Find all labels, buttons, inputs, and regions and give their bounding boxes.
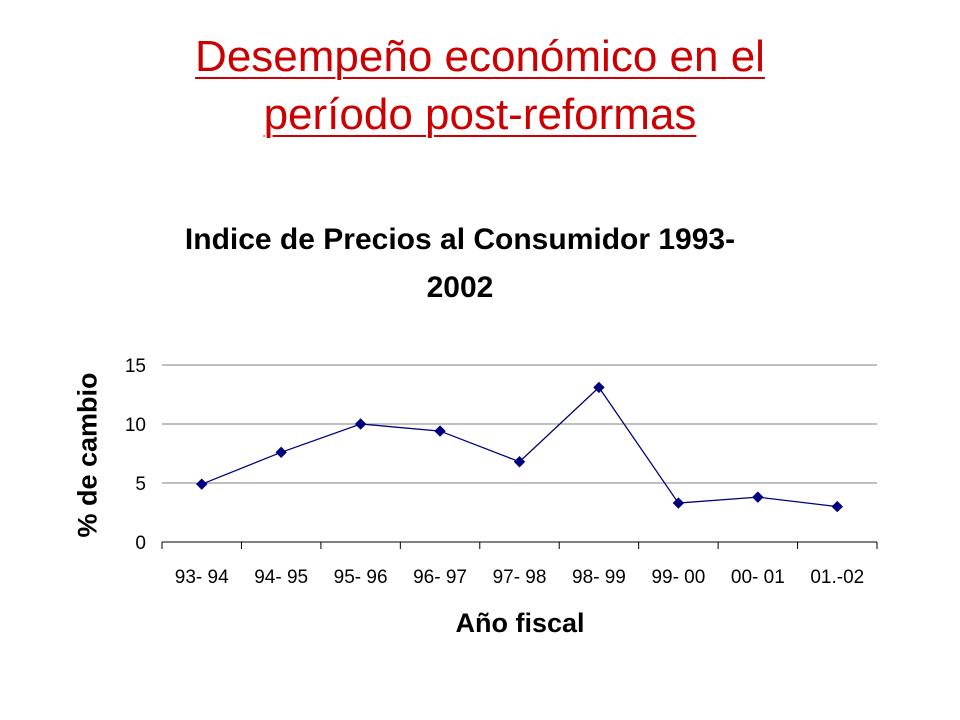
slide-title-line-2: período post-reformas (263, 90, 697, 139)
chart-title: Indice de Precios al Consumidor 1993- 20… (100, 216, 820, 312)
data-point-marker (196, 478, 208, 490)
slide-title: Desempeño económico en el período post-r… (0, 28, 960, 144)
chart-title-line-2: 2002 (426, 271, 494, 304)
x-tick-label: 96- 97 (413, 567, 467, 588)
data-point-marker (275, 446, 287, 459)
data-point-marker (831, 500, 843, 513)
data-point-marker (752, 491, 764, 503)
chart-title-line-1: Indice de Precios al Consumidor 1993- (184, 223, 736, 256)
x-tick-label: 94- 95 (254, 567, 308, 588)
x-tick-label: 99- 00 (651, 567, 705, 588)
data-point-marker (434, 425, 446, 437)
y-tick-label: 15 (125, 356, 146, 377)
x-axis-label: Año fiscal (455, 608, 585, 638)
data-point-marker (593, 381, 605, 394)
x-tick-label: 01.-02 (810, 567, 864, 588)
x-tick-label: 98- 99 (572, 567, 626, 588)
slide-title-line-1: Desempeño económico en el (195, 32, 765, 81)
series-line (201, 386, 838, 508)
data-point-marker (513, 456, 526, 468)
x-tick-label: 93- 94 (175, 567, 229, 588)
x-tick-label: 95- 96 (334, 567, 388, 588)
x-tick-label: 00- 01 (731, 567, 785, 588)
y-tick-label: 0 (135, 533, 146, 554)
data-point-marker (354, 418, 367, 430)
y-axis-label: % de cambio (72, 372, 103, 538)
x-tick-label: 97- 98 (493, 567, 547, 588)
data-point-marker (672, 497, 685, 509)
y-tick-label: 10 (125, 415, 146, 436)
y-tick-label: 5 (135, 474, 146, 495)
